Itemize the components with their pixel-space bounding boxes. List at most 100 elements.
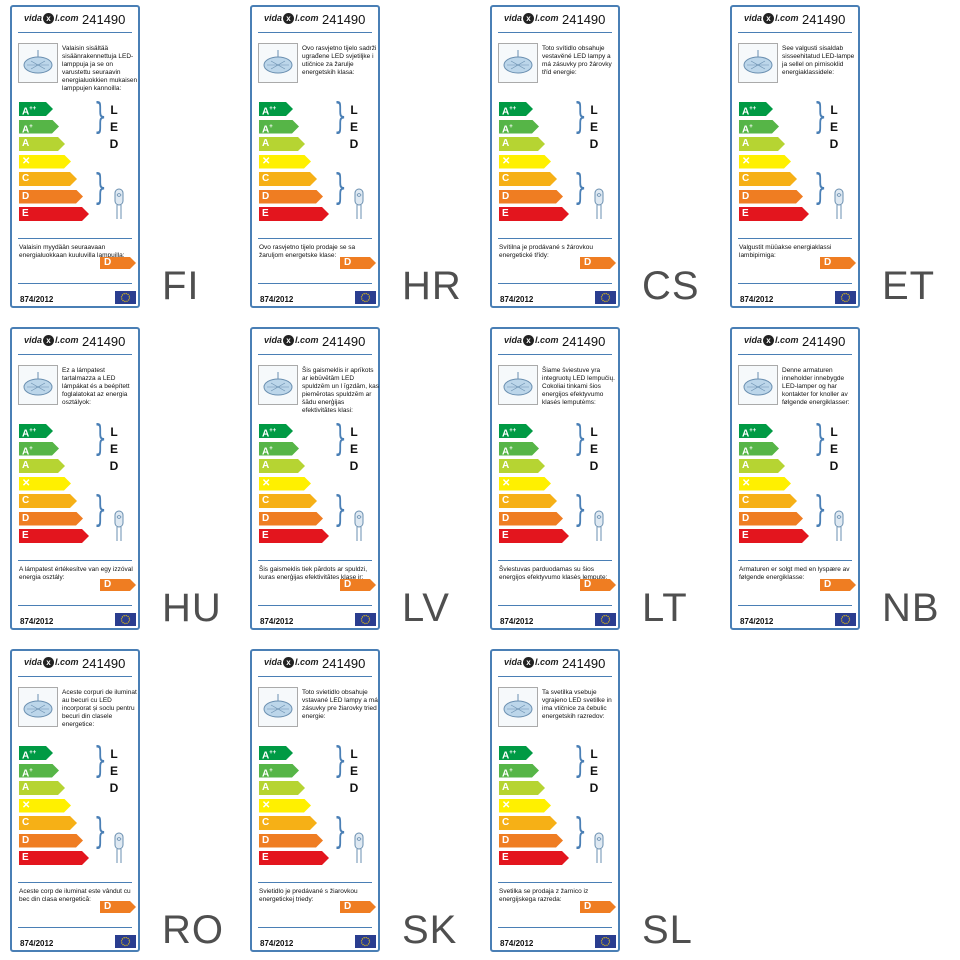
sold-class-text: D bbox=[584, 257, 592, 268]
energy-bar-d: D bbox=[499, 834, 563, 848]
eu-flag-icon bbox=[355, 935, 376, 948]
led-letter: L bbox=[110, 425, 118, 439]
halogen-bulb-icon bbox=[112, 187, 126, 226]
energy-bar-text: D bbox=[502, 834, 510, 846]
energy-scale: A++ A+ A B✕ CDE bbox=[259, 102, 339, 228]
energy-bar-a: A bbox=[499, 459, 545, 473]
energy-bar-d: D bbox=[739, 512, 803, 526]
divider bbox=[738, 354, 852, 355]
divider bbox=[738, 605, 852, 606]
led-letter: D bbox=[589, 459, 599, 473]
energy-bar-text: A+ bbox=[502, 445, 513, 457]
led-letter: L bbox=[110, 103, 118, 117]
regulation-number: 874/2012 bbox=[20, 939, 54, 948]
label-description: Šiame šviestuve yra integruotų LED lempu… bbox=[542, 367, 615, 406]
led-letter: E bbox=[829, 442, 838, 456]
eu-flag-icon bbox=[115, 613, 136, 626]
energy-bar-text: A++ bbox=[22, 106, 37, 118]
energy-label-cell: vida x l.com 241490 Denne armaturen innehold… bbox=[720, 322, 952, 634]
led-letter: E bbox=[589, 120, 598, 134]
halogen-bulb-icon bbox=[112, 831, 126, 870]
energy-bar-a: A bbox=[499, 137, 545, 151]
language-code: HU bbox=[162, 586, 222, 630]
language-code: ET bbox=[882, 264, 936, 308]
brace-led: } bbox=[814, 418, 827, 459]
energy-bar-sup: + bbox=[509, 767, 513, 774]
divider bbox=[258, 354, 372, 355]
energy-bar-text: C bbox=[742, 173, 750, 184]
sold-class-text: D bbox=[344, 257, 352, 268]
energy-bar-a: A bbox=[259, 137, 305, 151]
energy-bar-text: D bbox=[502, 512, 510, 524]
energy-bar-a: A bbox=[499, 781, 545, 795]
led-letter: E bbox=[349, 442, 358, 456]
brand-logo-prefix: vida bbox=[744, 13, 763, 23]
energy-bar-sup: + bbox=[269, 123, 273, 130]
energy-label-card: vida x l.com 241490 Šis gaismeklis ir aprīko… bbox=[250, 327, 380, 630]
energy-label-cell: vida x l.com 241490 Toto svietidlo obsahuje … bbox=[240, 644, 472, 956]
energy-bar-text: D bbox=[22, 512, 30, 524]
energy-bar-sup: ++ bbox=[749, 428, 757, 434]
label-description: Toto svítidlo obsahuje vestavěné LED lam… bbox=[542, 45, 612, 76]
lamp-icon bbox=[258, 687, 298, 727]
brand-logo-prefix: vida bbox=[504, 335, 523, 345]
brand-logo: vida x l.com bbox=[744, 335, 799, 347]
brand-logo-suffix: l.com bbox=[55, 657, 79, 667]
energy-bar-e: E bbox=[259, 529, 329, 543]
energy-bar-text: D bbox=[22, 190, 30, 202]
energy-bar-text: C bbox=[262, 817, 270, 828]
regulation-number: 874/2012 bbox=[20, 617, 54, 626]
energy-bar-text: E bbox=[22, 208, 29, 219]
energy-bar-ap: A+ bbox=[259, 764, 299, 778]
eu-flag-icon bbox=[595, 935, 616, 948]
brand-logo-suffix: l.com bbox=[295, 657, 319, 667]
energy-bar-sup: ++ bbox=[29, 428, 37, 434]
language-code: LT bbox=[642, 586, 688, 630]
energy-bar-a: A bbox=[19, 781, 65, 795]
brace-bulb: } bbox=[574, 489, 587, 530]
energy-bar-text: C bbox=[502, 173, 510, 184]
brace-led: } bbox=[94, 96, 107, 137]
led-letter: D bbox=[349, 137, 359, 151]
sold-class-text: D bbox=[104, 579, 112, 590]
energy-bar-text: E bbox=[502, 208, 509, 219]
energy-scale: A++ A+ A B✕ CDE bbox=[259, 424, 339, 550]
energy-bar-e: E bbox=[19, 851, 89, 865]
divider bbox=[18, 354, 132, 355]
energy-scale: A++ A+ A B✕ CDE bbox=[499, 424, 579, 550]
energy-scale: A++ A+ A B✕ CDE bbox=[739, 424, 819, 550]
brand-logo-x: x bbox=[523, 335, 535, 347]
regulation-number: 874/2012 bbox=[500, 617, 534, 626]
divider bbox=[738, 238, 852, 239]
energy-bar-a: A bbox=[19, 459, 65, 473]
brand-logo-prefix: vida bbox=[24, 13, 43, 23]
label-description: See valgusti sisaldab sisseehitatud LED-… bbox=[782, 45, 855, 76]
energy-bar-ap: A+ bbox=[739, 120, 779, 134]
energy-bar-c: C bbox=[499, 816, 557, 830]
sold-class-text: D bbox=[584, 901, 592, 912]
energy-bar-app: A++ bbox=[259, 102, 293, 116]
label-description: Aceste corpuri de iluminat au becuri cu … bbox=[62, 689, 137, 728]
lamp-icon bbox=[738, 43, 778, 83]
halogen-bulb-icon bbox=[832, 509, 846, 548]
label-description: Valaisin sisältää sisäänrakennettuja LED… bbox=[62, 45, 138, 92]
energy-bar-text: C bbox=[22, 173, 30, 184]
divider bbox=[498, 32, 612, 33]
divider bbox=[258, 676, 372, 677]
energy-label-card: vida x l.com 241490 Toto svítidlo obsahuje v… bbox=[490, 5, 620, 308]
brand-logo-x: x bbox=[283, 335, 295, 347]
product-code: 241490 bbox=[322, 334, 366, 349]
product-code: 241490 bbox=[82, 656, 126, 671]
led-letter: D bbox=[109, 781, 119, 795]
energy-bar-text: A+ bbox=[22, 445, 33, 457]
energy-bar-text: D bbox=[742, 190, 750, 202]
energy-bar-sup: + bbox=[749, 123, 753, 130]
brand-logo: vida x l.com bbox=[264, 335, 319, 347]
energy-bar-text: A bbox=[22, 782, 30, 793]
divider bbox=[258, 927, 372, 928]
sold-with-text: Šis gaismeklis tiek pārdots ar spuldzi, … bbox=[259, 566, 368, 581]
energy-bar-text: A bbox=[262, 138, 270, 149]
